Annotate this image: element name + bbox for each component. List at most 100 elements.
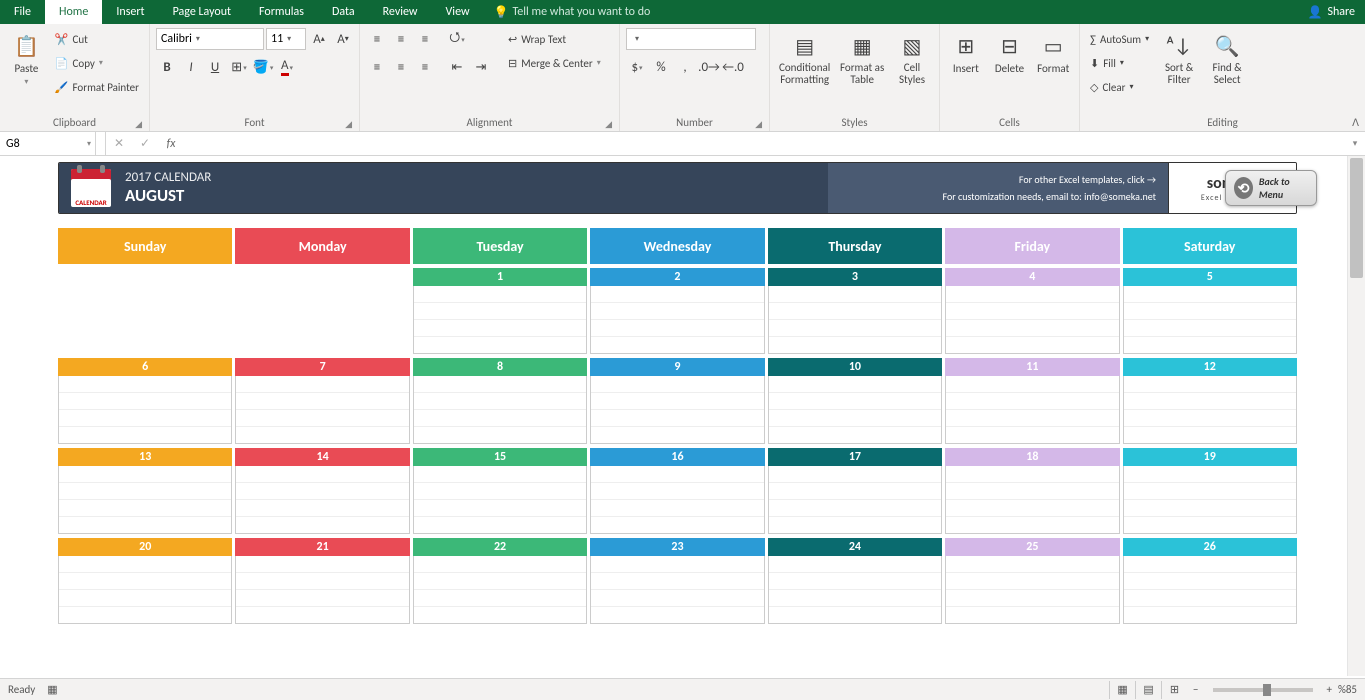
- autosum-button[interactable]: ∑AutoSum▾: [1086, 28, 1153, 50]
- border-button[interactable]: ⊞: [228, 56, 250, 78]
- merge-center-button[interactable]: ⊟Merge & Center▾: [504, 52, 605, 74]
- back-to-menu-button[interactable]: ⟲ Back to Menu: [1225, 170, 1317, 206]
- day-body[interactable]: [590, 556, 764, 624]
- macro-icon[interactable]: ▦: [47, 683, 57, 696]
- day-cell[interactable]: [235, 268, 409, 354]
- decrease-decimal-button[interactable]: ←.0: [722, 56, 744, 78]
- launcher-icon[interactable]: ◢: [345, 119, 352, 130]
- comma-button[interactable]: ,: [674, 56, 696, 78]
- launcher-icon[interactable]: ◢: [605, 119, 612, 130]
- day-body[interactable]: [1123, 376, 1297, 444]
- font-name-combo[interactable]: Calibri: [156, 28, 264, 50]
- increase-indent-button[interactable]: ⇥: [470, 56, 492, 78]
- format-cells-button[interactable]: ▭Format: [1033, 28, 1073, 75]
- day-cell[interactable]: 12: [1123, 358, 1297, 444]
- launcher-icon[interactable]: ◢: [755, 119, 762, 130]
- format-painter-button[interactable]: 🖌️Format Painter: [51, 76, 143, 98]
- page-layout-view-button[interactable]: ▤: [1135, 681, 1161, 699]
- tell-me[interactable]: 💡 Tell me what you want to do: [494, 0, 651, 24]
- zoom-out-button[interactable]: −: [1193, 683, 1198, 696]
- calendar-sheet[interactable]: ⟲ Back to Menu CALENDAR 2017 CALENDAR AU…: [8, 156, 1347, 676]
- day-cell[interactable]: 4: [945, 268, 1119, 354]
- day-cell[interactable]: 18: [945, 448, 1119, 534]
- share-button[interactable]: 👤 Share: [1307, 0, 1355, 24]
- zoom-value[interactable]: %85: [1338, 683, 1357, 696]
- day-cell[interactable]: 9: [590, 358, 764, 444]
- conditional-formatting-button[interactable]: ▤Conditional Formatting: [776, 28, 833, 86]
- align-bottom-button[interactable]: ≡: [414, 28, 436, 50]
- day-body[interactable]: [413, 466, 587, 534]
- align-middle-button[interactable]: ≡: [390, 28, 412, 50]
- day-cell[interactable]: 17: [768, 448, 942, 534]
- day-cell[interactable]: 5: [1123, 268, 1297, 354]
- fill-button[interactable]: ⬇Fill▾: [1086, 52, 1153, 74]
- clear-button[interactable]: ◇Clear▾: [1086, 76, 1153, 98]
- day-body[interactable]: [768, 286, 942, 354]
- day-cell[interactable]: 14: [235, 448, 409, 534]
- tab-view[interactable]: View: [432, 0, 484, 24]
- day-cell[interactable]: 25: [945, 538, 1119, 624]
- zoom-slider[interactable]: [1213, 688, 1313, 692]
- day-cell[interactable]: 13: [58, 448, 232, 534]
- formula-input[interactable]: [184, 132, 1345, 155]
- tab-insert[interactable]: Insert: [102, 0, 158, 24]
- cell-styles-button[interactable]: ▧Cell Styles: [891, 28, 933, 86]
- increase-font-button[interactable]: A▴: [308, 28, 330, 50]
- day-body[interactable]: [235, 556, 409, 624]
- font-size-combo[interactable]: 11: [266, 28, 306, 50]
- align-left-button[interactable]: ≡: [366, 56, 388, 78]
- delete-cells-button[interactable]: ⊟Delete: [990, 28, 1030, 75]
- orientation-button[interactable]: ⭯: [446, 28, 468, 50]
- currency-button[interactable]: $: [626, 56, 648, 78]
- day-cell[interactable]: 1: [413, 268, 587, 354]
- bold-button[interactable]: B: [156, 56, 178, 78]
- day-body[interactable]: [235, 466, 409, 534]
- tab-formulas[interactable]: Formulas: [245, 0, 318, 24]
- sort-filter-button[interactable]: ᴬ↓Sort & Filter: [1157, 28, 1201, 86]
- page-break-view-button[interactable]: ⊞: [1161, 681, 1187, 699]
- day-cell[interactable]: 20: [58, 538, 232, 624]
- underline-button[interactable]: U: [204, 56, 226, 78]
- collapse-ribbon-icon[interactable]: ᐱ: [1352, 116, 1359, 129]
- align-right-button[interactable]: ≡: [414, 56, 436, 78]
- cut-button[interactable]: ✂️Cut: [51, 28, 143, 50]
- tab-page-layout[interactable]: Page Layout: [159, 0, 245, 24]
- scrollbar-thumb[interactable]: [1350, 158, 1363, 278]
- decrease-font-button[interactable]: A▾: [332, 28, 354, 50]
- percent-button[interactable]: %: [650, 56, 672, 78]
- day-body[interactable]: [58, 466, 232, 534]
- insert-cells-button[interactable]: ⊞Insert: [946, 28, 986, 75]
- day-cell[interactable]: 19: [1123, 448, 1297, 534]
- fill-color-button[interactable]: 🪣: [252, 56, 274, 78]
- day-body[interactable]: [768, 556, 942, 624]
- fx-button[interactable]: fx: [158, 132, 184, 155]
- number-format-combo[interactable]: [626, 28, 756, 50]
- day-body[interactable]: [768, 376, 942, 444]
- day-body[interactable]: [590, 376, 764, 444]
- zoom-in-button[interactable]: +: [1327, 683, 1332, 696]
- day-cell[interactable]: [58, 268, 232, 354]
- day-cell[interactable]: 3: [768, 268, 942, 354]
- day-body[interactable]: [58, 376, 232, 444]
- day-body[interactable]: [1123, 556, 1297, 624]
- day-cell[interactable]: 26: [1123, 538, 1297, 624]
- format-as-table-button[interactable]: ▦Format as Table: [837, 28, 887, 86]
- normal-view-button[interactable]: ▦: [1109, 681, 1135, 699]
- tab-data[interactable]: Data: [318, 0, 369, 24]
- enter-formula-button[interactable]: ✓: [132, 132, 158, 155]
- tab-home[interactable]: Home: [45, 0, 102, 24]
- day-body[interactable]: [590, 466, 764, 534]
- tab-file[interactable]: File: [0, 0, 45, 24]
- day-body[interactable]: [413, 376, 587, 444]
- decrease-indent-button[interactable]: ⇤: [446, 56, 468, 78]
- launcher-icon[interactable]: ◢: [135, 119, 142, 130]
- day-body[interactable]: [1123, 286, 1297, 354]
- day-cell[interactable]: 23: [590, 538, 764, 624]
- find-select-button[interactable]: 🔍Find & Select: [1205, 28, 1249, 86]
- day-body[interactable]: [590, 286, 764, 354]
- day-body[interactable]: [945, 466, 1119, 534]
- day-body[interactable]: [1123, 466, 1297, 534]
- align-top-button[interactable]: ≡: [366, 28, 388, 50]
- day-cell[interactable]: 8: [413, 358, 587, 444]
- copy-button[interactable]: 📄Copy▾: [51, 52, 143, 74]
